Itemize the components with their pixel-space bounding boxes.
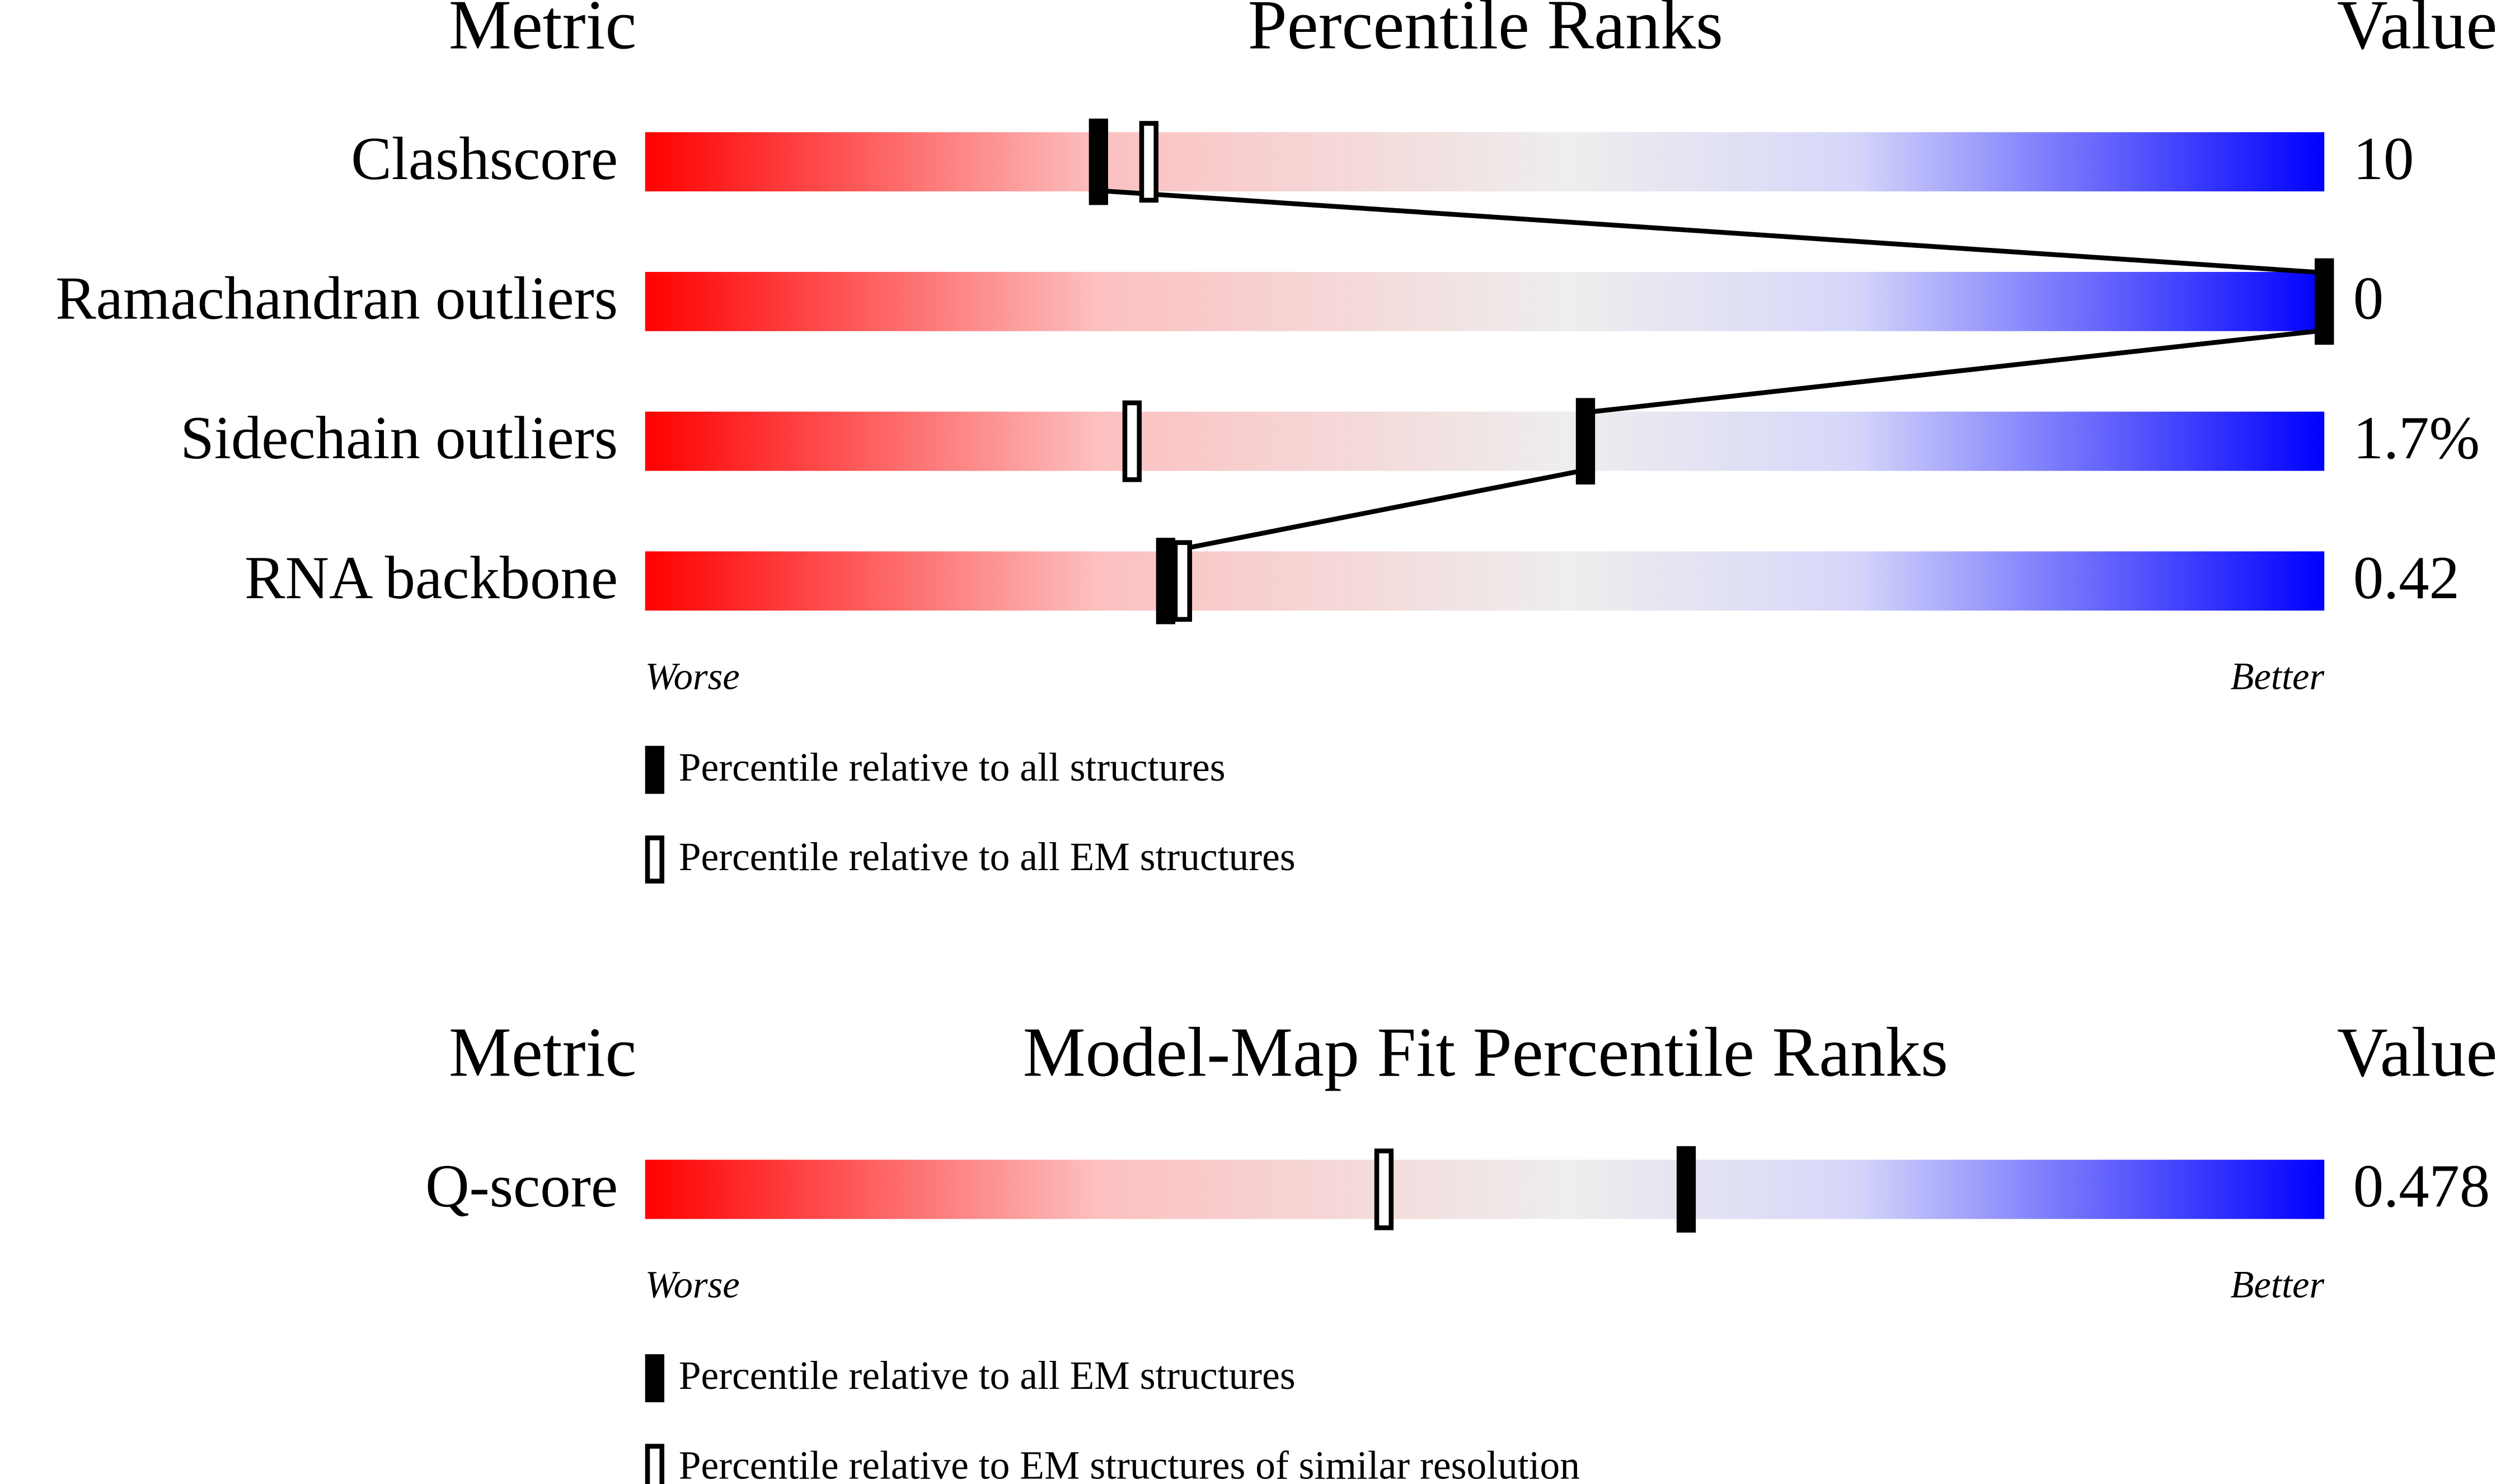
marker-open (1122, 400, 1142, 482)
metric-label: RNA backbone (245, 544, 618, 612)
slider-bar (645, 271, 2325, 331)
metric-value: 0.42 (2353, 544, 2460, 612)
metric-value: 0 (2353, 264, 2384, 332)
metric-label: Q-score (425, 1152, 618, 1220)
header-value: Value (2337, 0, 2498, 64)
metric-label: Sidechain outliers (180, 404, 618, 472)
marker-filled (1156, 538, 1176, 624)
marker-filled (1676, 1146, 1696, 1233)
metric-label: Ramachandran outliers (55, 264, 618, 332)
legend-label: Percentile relative to all structures (679, 745, 1226, 790)
marker-open (1374, 1148, 1394, 1231)
connector (1165, 467, 1586, 555)
marker-filled (1089, 118, 1109, 205)
header-value: Value (2337, 1014, 2498, 1092)
header-metric: Metric (449, 0, 636, 64)
connector (1585, 328, 2325, 415)
marker-open (1172, 540, 1193, 622)
slider-bar (645, 411, 2325, 471)
worse-label: Worse (645, 655, 740, 697)
better-label: Better (2231, 1264, 2325, 1306)
metric-value: 0.478 (2353, 1152, 2490, 1220)
connector (1098, 188, 2325, 275)
metric-label: Clashscore (351, 125, 618, 192)
worse-label: Worse (645, 1264, 740, 1306)
header-title: Model-Map Fit Percentile Ranks (1023, 1014, 1948, 1092)
legend-open (645, 1444, 665, 1484)
marker-filled (2315, 258, 2334, 345)
header-metric: Metric (449, 1014, 636, 1092)
legend-label: Percentile relative to all EM structures (679, 835, 1296, 879)
legend-label: Percentile relative to EM structures of … (679, 1443, 1580, 1484)
legend-label: Percentile relative to all EM structures (679, 1354, 1296, 1398)
slider-bar (645, 1159, 2325, 1219)
marker-open (1139, 121, 1159, 203)
legend-filled (645, 745, 665, 794)
legend-filled (645, 1354, 665, 1402)
slider-bar (645, 132, 2325, 192)
marker-filled (1575, 398, 1596, 485)
legend-open (645, 835, 665, 884)
slider-bar (645, 551, 2325, 611)
metric-value: 10 (2353, 125, 2414, 192)
header-title: Percentile Ranks (1248, 0, 1723, 64)
metric-value: 1.7% (2353, 404, 2480, 472)
better-label: Better (2231, 655, 2325, 697)
